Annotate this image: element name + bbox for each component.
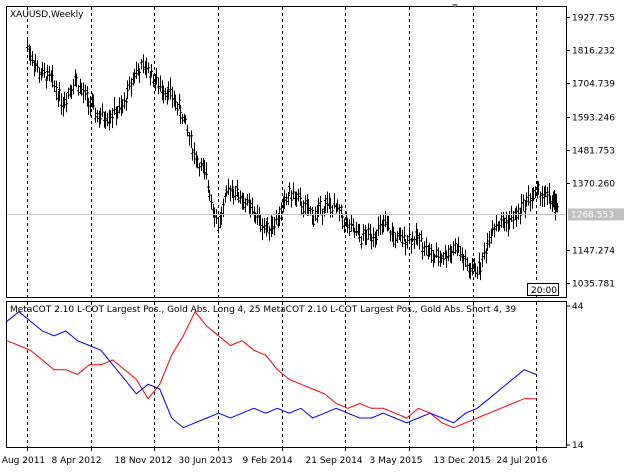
price-scale: 1927.755 1816.232 1704.739 1593.246 1481.753… bbox=[527, 14, 624, 451]
long-position-line bbox=[6, 310, 536, 429]
time-label: 13 Dec 2015 bbox=[434, 456, 492, 466]
indicator-scale-label: 44 bbox=[572, 302, 584, 312]
time-label: 21 Sep 2014 bbox=[306, 456, 363, 466]
time-label: 8 Apr 2012 bbox=[52, 456, 102, 466]
time-label: 9 Feb 2014 bbox=[243, 456, 294, 466]
price-label: 1035.781 bbox=[572, 280, 615, 290]
indicator-lines bbox=[6, 310, 537, 429]
time-label: 3 May 2015 bbox=[370, 456, 423, 466]
chart-shift-marker[interactable] bbox=[452, 4, 458, 8]
current-price-label: 1268.553 bbox=[571, 211, 614, 221]
time-box bbox=[527, 283, 559, 296]
short-position-line bbox=[6, 311, 537, 429]
time-label: 30 Jun 2013 bbox=[179, 456, 233, 466]
indicator-frame bbox=[6, 301, 567, 448]
price-label: 1481.753 bbox=[572, 147, 615, 157]
time-label: 24 Jul 2016 bbox=[497, 456, 548, 466]
price-label: 1816.232 bbox=[572, 47, 615, 57]
indicator-title: MetaCOT 2.10 L-COT Largest Pos., Gold Ab… bbox=[10, 305, 517, 315]
time-label: 28 Aug 2011 bbox=[0, 456, 45, 466]
indicator-scale-label: 14 bbox=[572, 441, 584, 451]
time-box-label: 20:00 bbox=[531, 286, 557, 296]
price-label: 1593.246 bbox=[572, 114, 615, 124]
symbol-label: XAUUSD,Weekly bbox=[10, 10, 84, 20]
time-axis: 28 Aug 2011 8 Apr 2012 18 Nov 2012 30 Jun 2… bbox=[0, 447, 548, 466]
price-label: 1704.739 bbox=[572, 80, 615, 90]
price-bars bbox=[7, 37, 566, 281]
current-price-box bbox=[568, 208, 624, 221]
price-label: 1370.260 bbox=[572, 180, 615, 190]
time-label: 18 Nov 2012 bbox=[115, 456, 173, 466]
price-label: 1147.274 bbox=[572, 247, 615, 257]
price-label: 1927.755 bbox=[572, 14, 615, 24]
